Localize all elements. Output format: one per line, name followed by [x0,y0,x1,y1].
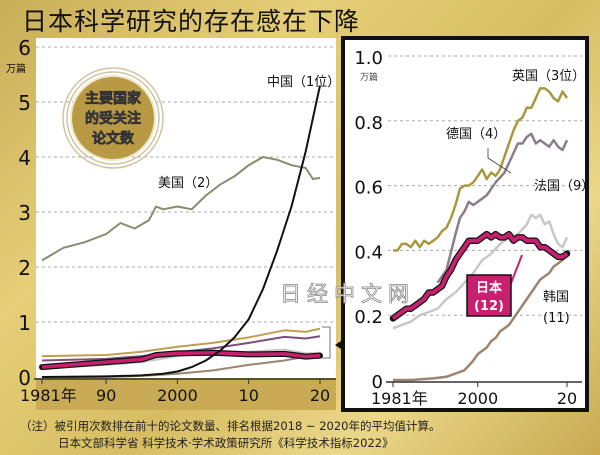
chart-title: 日本科学研究的存在感在下降 [22,7,361,36]
badge-disc [70,75,156,161]
y-tick-label: 3 [18,201,31,225]
x-tick-label: 2000 [157,386,198,405]
x-tick-label: 10 [239,386,259,405]
germany-leader-line [487,148,512,174]
badge-line-2: 的受关注 [85,110,141,127]
badge-ring-outer [62,67,164,169]
label-france: 法国（9） [534,179,594,194]
y-tick-label: 0 [372,372,383,393]
y-tick-label: 0.2 [354,307,383,328]
label-korea-1: 韩国 [543,290,569,305]
y-tick-label: 1.0 [354,48,383,69]
series-line-uk_left [41,327,321,358]
series-line-japan [391,232,569,321]
inset-series [389,87,571,382]
left-x-ticks: 1981年 90 2000 10 20 [20,378,336,405]
series-line-germany [436,132,569,284]
badge-line-3: 论文数 [92,130,135,147]
y-tick-label: 0 [18,366,31,390]
series-line-germany_left [41,335,321,362]
footnote: （注）被引用次数排在前十的论文数量、排名根据2018 ~ 2020年的平均值计算… [20,419,441,433]
label-uk: 英国（3位） [512,69,585,84]
series-line-korea [393,252,569,382]
series-line-usa [41,156,321,262]
x-tick-label: 2000 [457,389,498,408]
label-usa: 美国（2） [158,176,218,191]
y-tick-label: 0.4 [354,242,383,263]
source-credit: 日本文部科学省 科学技术·学术政策研究所《科学技术指标2022》 [58,436,394,450]
left-series [39,85,323,378]
badge-line-1: 主要国家 [85,90,142,107]
y-tick-label: 6 [18,36,31,60]
inset-x-ticks: 1981年 2000 20 [371,381,582,408]
japan-label-box [466,274,512,317]
zoom-bracket [322,326,331,359]
label-germany: 德国（4） [446,127,506,142]
label-japan-1: 日本 [476,280,502,296]
x-tick-label: 20 [310,386,330,405]
series-line-uk [393,87,569,252]
left-y-ticks: 0 1 2 3 4 5 6 [18,36,31,390]
label-korea-2: (11) [543,311,570,326]
x-tick-label: 1981年 [20,386,77,405]
label-japan-2: (12) [474,299,504,314]
badge: 主要国家 的受关注 论文数 [62,67,164,169]
left-y-unit: 万篇 [6,62,26,75]
x-tick-label: 90 [96,386,116,405]
y-tick-label: 5 [18,91,31,115]
japan-callout: 日本 (12) [466,254,523,317]
series-line-france [392,213,569,330]
y-tick-label: 2 [18,256,31,280]
series-line-japan [41,351,321,369]
x-tick-label: 1981年 [371,389,428,408]
inset-y-ticks: 0 0.2 0.4 0.6 0.8 1.0 [354,48,383,393]
x-tick-label: 20 [557,389,577,408]
badge-ring-mid [66,71,160,165]
inset-y-unit: 万篇 [360,71,378,83]
y-tick-label: 0.8 [354,113,383,134]
y-tick-label: 4 [18,146,31,170]
y-tick-label: 0.6 [354,178,383,199]
label-china: 中国（1位） [267,75,340,90]
y-tick-label: 1 [18,311,31,335]
left-x-band [36,378,336,410]
